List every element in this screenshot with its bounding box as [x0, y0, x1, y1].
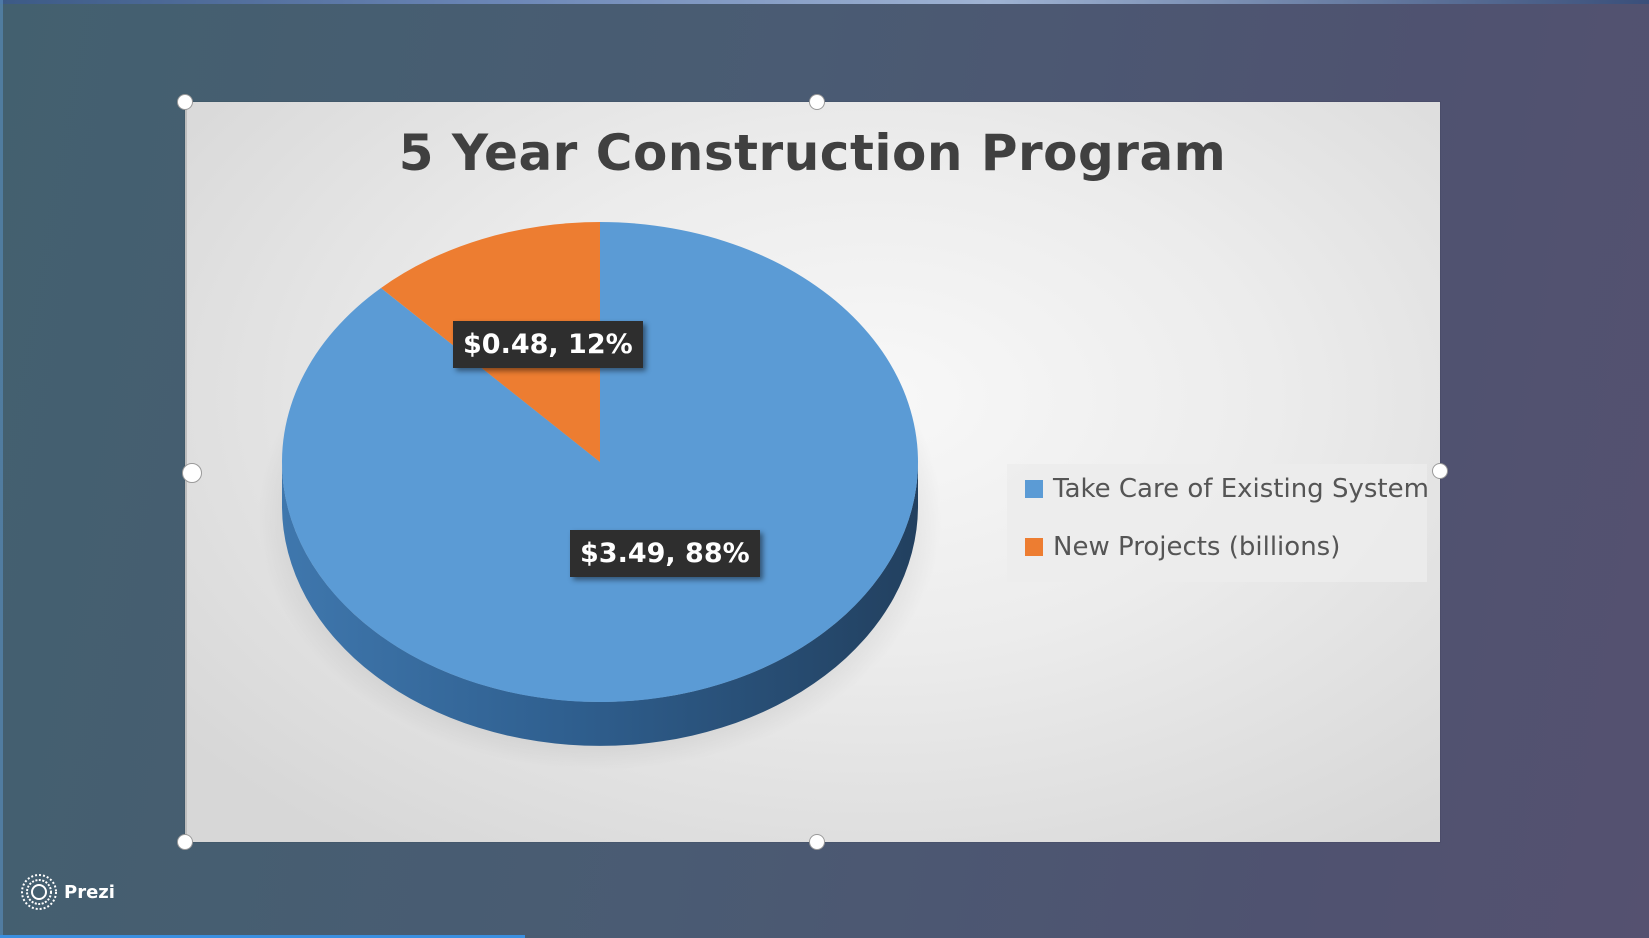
resize-handle-top[interactable] — [809, 94, 825, 110]
legend-item-new-projects: New Projects (billions) — [1025, 532, 1340, 562]
prezi-label: Prezi — [64, 881, 115, 903]
window-top-border — [0, 0, 1649, 4]
data-label-existing: $3.49, 88% — [570, 530, 760, 577]
prezi-branding[interactable]: Prezi — [20, 873, 115, 911]
pie-side-wall — [282, 462, 918, 746]
data-label-new-projects: $0.48, 12% — [453, 321, 643, 368]
window-bottom-accent — [0, 935, 525, 938]
legend-label-existing: Take Care of Existing System — [1053, 474, 1429, 504]
chart-title: 5 Year Construction Program — [398, 124, 1227, 182]
prezi-logo-icon — [21, 874, 57, 910]
pie-chart — [258, 222, 942, 770]
slide-canvas: 5 Year Construction Program $3.49, 88% $… — [185, 102, 1440, 842]
resize-handle-left[interactable] — [182, 463, 202, 483]
window-left-border — [0, 0, 3, 938]
legend-swatch-existing — [1025, 480, 1043, 498]
legend-swatch-new-projects — [1025, 538, 1043, 556]
resize-handle-right[interactable] — [1432, 463, 1448, 479]
legend-label-new-projects: New Projects (billions) — [1053, 532, 1341, 562]
resize-handle-top-left[interactable] — [177, 94, 193, 110]
resize-handle-bottom[interactable] — [809, 834, 825, 850]
chart-legend: Take Care of Existing System New Project… — [1007, 464, 1429, 582]
resize-handle-bottom-left[interactable] — [177, 834, 193, 850]
legend-item-existing: Take Care of Existing System — [1025, 474, 1429, 504]
